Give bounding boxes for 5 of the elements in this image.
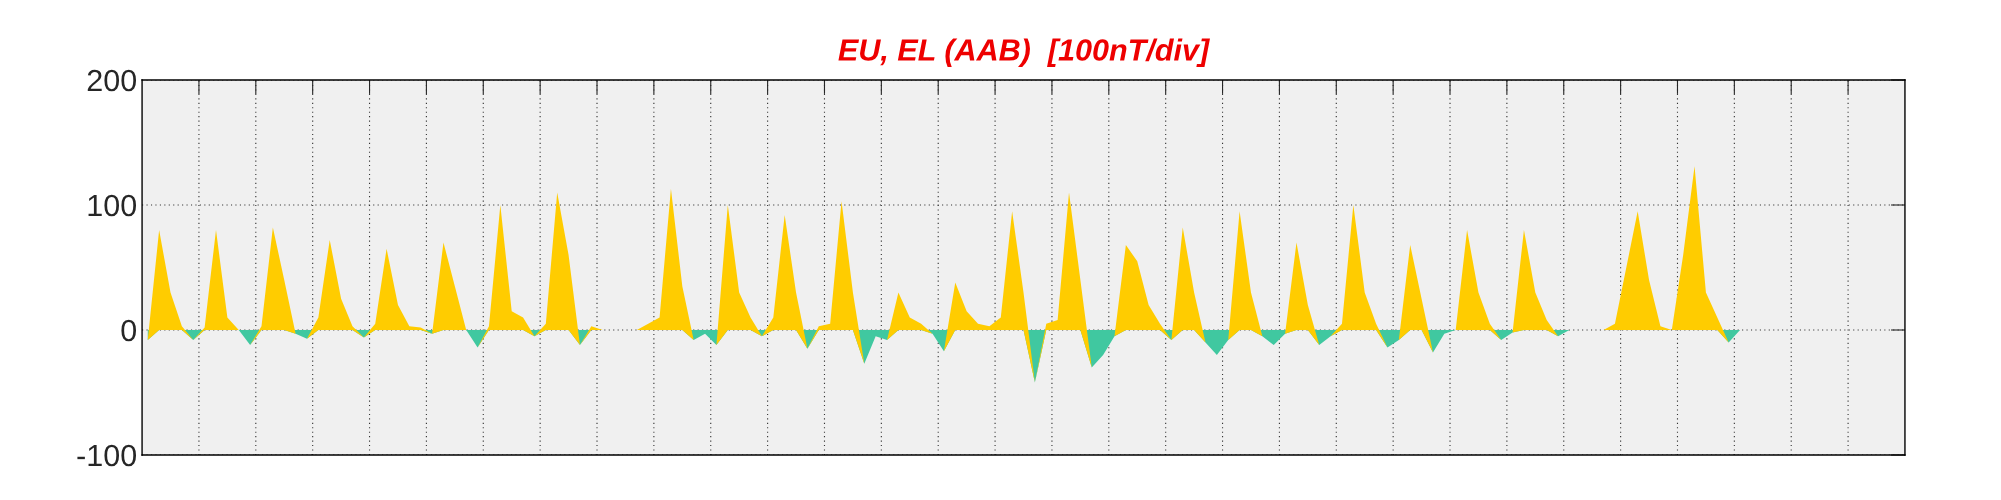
y-tick-label: 200 xyxy=(87,69,137,92)
y-tick-label: 0 xyxy=(121,319,137,342)
chart-title: EU, EL (AAB) [100nT/div] xyxy=(838,38,1210,67)
y-tick-label: -100 xyxy=(77,444,137,467)
y-tick-label: 100 xyxy=(88,194,137,217)
